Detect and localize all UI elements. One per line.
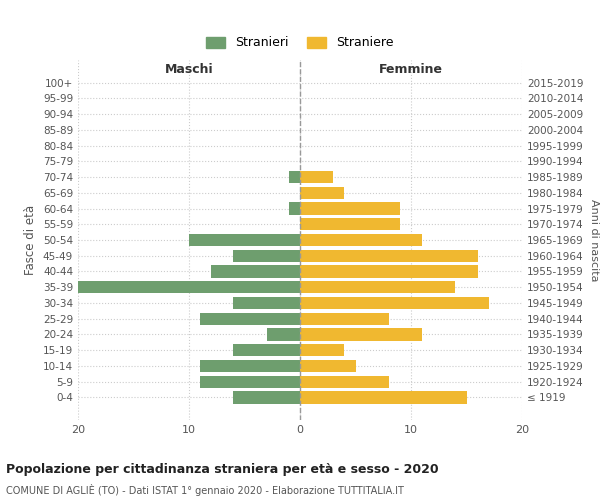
Bar — [300, 360, 355, 372]
Bar — [233, 344, 300, 356]
Bar — [300, 234, 422, 246]
Bar — [200, 312, 300, 325]
Bar — [300, 218, 400, 230]
Legend: Stranieri, Straniere: Stranieri, Straniere — [200, 30, 400, 56]
Bar — [300, 376, 389, 388]
Bar — [289, 202, 300, 214]
Bar — [233, 250, 300, 262]
Bar — [300, 250, 478, 262]
Bar — [300, 344, 344, 356]
Bar — [200, 376, 300, 388]
Bar — [211, 266, 300, 278]
Bar — [189, 234, 300, 246]
Bar — [300, 297, 489, 309]
Bar — [300, 202, 400, 214]
Text: Maschi: Maschi — [164, 62, 214, 76]
Bar — [266, 328, 300, 340]
Bar — [300, 312, 389, 325]
Bar — [289, 171, 300, 183]
Bar — [300, 171, 334, 183]
Y-axis label: Fasce di età: Fasce di età — [25, 205, 37, 275]
Text: COMUNE DI AGLIÈ (TO) - Dati ISTAT 1° gennaio 2020 - Elaborazione TUTTITALIA.IT: COMUNE DI AGLIÈ (TO) - Dati ISTAT 1° gen… — [6, 484, 404, 496]
Bar — [300, 266, 478, 278]
Text: Femmine: Femmine — [379, 62, 443, 76]
Bar — [233, 297, 300, 309]
Bar — [300, 186, 344, 199]
Bar — [300, 328, 422, 340]
Text: Popolazione per cittadinanza straniera per età e sesso - 2020: Popolazione per cittadinanza straniera p… — [6, 462, 439, 475]
Bar — [233, 392, 300, 404]
Bar — [300, 392, 467, 404]
Y-axis label: Anni di nascita: Anni di nascita — [589, 198, 599, 281]
Bar — [78, 281, 300, 293]
Bar — [300, 281, 455, 293]
Bar — [200, 360, 300, 372]
